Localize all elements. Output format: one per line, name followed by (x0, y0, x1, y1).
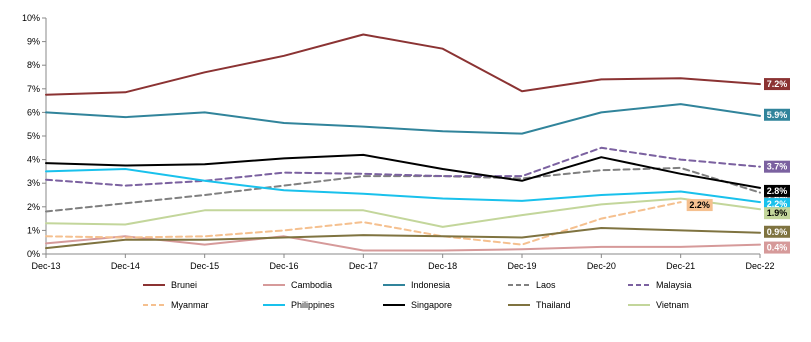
end-label-box-indonesia (764, 108, 790, 121)
legend-label-laos: Laos (536, 280, 556, 290)
legend-label-indonesia: Indonesia (411, 280, 450, 290)
end-label-vietnam: 1.9% (767, 208, 788, 218)
series-line-laos (45, 166, 761, 213)
series-line-brunei (45, 33, 761, 96)
legend-label-vietnam: Vietnam (656, 300, 689, 310)
x-tick-label: Dec-21 (666, 261, 695, 271)
end-label-box-thailand (764, 225, 790, 238)
legend-label-thailand: Thailand (536, 300, 571, 310)
y-tick-label: 2% (27, 202, 40, 212)
legend: Brunei Cambodia Indonesia Laos Malaysia Myanm… (143, 280, 692, 310)
x-tick-label: Dec-14 (111, 261, 140, 271)
y-tick-label: 8% (27, 60, 40, 70)
legend-label-malaysia: Malaysia (656, 280, 692, 290)
end-label-box-singapore (764, 184, 790, 197)
series-line-myanmar (45, 201, 682, 246)
end-label-box-philippines (764, 198, 790, 211)
end-label-box-cambodia (764, 241, 790, 254)
legend-label-philippines: Philippines (291, 300, 335, 310)
end-label-thailand: 0.9% (767, 227, 788, 237)
x-tick-label: Dec-13 (31, 261, 60, 271)
series-line-thailand (45, 227, 761, 250)
end-label-indonesia: 5.9% (767, 110, 788, 120)
end-label-philippines: 2.2% (767, 199, 788, 209)
legend-label-cambodia: Cambodia (291, 280, 332, 290)
y-tick-label: 5% (27, 131, 40, 141)
y-tick-label: 3% (27, 178, 40, 188)
end-label-box-vietnam (764, 207, 790, 220)
x-tick-label: Dec-19 (507, 261, 536, 271)
legend-label-myanmar: Myanmar (171, 300, 209, 310)
end-label-malaysia: 3.7% (767, 162, 788, 172)
end-label-box-malaysia (764, 160, 790, 173)
series-line-indonesia (45, 103, 761, 135)
series-line-vietnam (45, 197, 761, 228)
y-tick-label: 4% (27, 155, 40, 165)
legend-label-singapore: Singapore (411, 300, 452, 310)
series-line-cambodia (45, 235, 761, 252)
series-line-singapore (45, 153, 761, 189)
x-tick-label: Dec-17 (349, 261, 378, 271)
end-label-box-brunei (764, 78, 790, 91)
y-tick-label: 6% (27, 107, 40, 117)
end-labels: 7.2% 0.4% 5.9% 2.6% 3.7% 2.2% 2.2% 2.8% 0.9% 1.9% (686, 78, 790, 254)
end-label-cambodia: 0.4% (767, 243, 788, 253)
y-tick-label: 0% (27, 249, 40, 259)
x-tick-label: Dec-22 (745, 261, 774, 271)
series-line-philippines (45, 168, 761, 204)
end-label-laos: 2.6% (767, 193, 788, 203)
end-label-myanmar: 2.2% (689, 200, 710, 210)
series-line-malaysia (45, 146, 761, 187)
y-tick-label: 10% (22, 13, 40, 23)
x-tick-label: Dec-15 (190, 261, 219, 271)
end-label-brunei: 7.2% (767, 79, 788, 89)
y-tick-label: 7% (27, 84, 40, 94)
y-tick-label: 1% (27, 225, 40, 235)
axes: 0% 1% 2% 3% 4% 5% 6% 7% 8% 9% 10% Dec-13 Dec-14 Dec-1… (22, 13, 775, 271)
x-tick-label: Dec-20 (587, 261, 616, 271)
series-lines (45, 33, 761, 252)
end-label-box-myanmar (686, 199, 713, 212)
x-tick-label: Dec-16 (269, 261, 298, 271)
end-label-singapore: 2.8% (767, 186, 788, 196)
legend-label-brunei: Brunei (171, 280, 197, 290)
y-tick-label: 9% (27, 37, 40, 47)
x-tick-label: Dec-18 (428, 261, 457, 271)
